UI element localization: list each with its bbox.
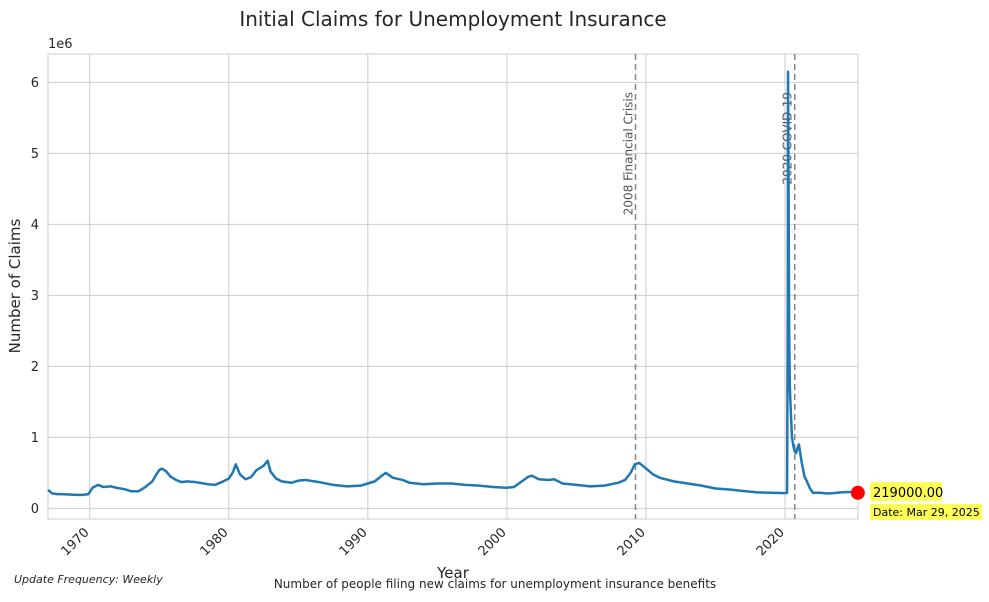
latest-date-label: Date: Mar 29, 2025 xyxy=(873,506,980,519)
y-tick-label-1: 1 xyxy=(31,431,39,446)
event-markers: 2008 Financial Crisis 2020 COVID-19 xyxy=(622,54,796,519)
latest-point xyxy=(850,485,865,500)
y-axis-label: Number of Claims xyxy=(6,218,24,353)
latest-point-group: 219000.00 Date: Mar 29, 2025 xyxy=(850,482,982,520)
y-tick-label-4: 4 xyxy=(31,218,39,233)
latest-value-box xyxy=(870,482,942,501)
x-tick-label-5: 2020 xyxy=(754,525,788,559)
y-tick-label-3: 3 xyxy=(31,289,39,304)
y-tick-label-0: 0 xyxy=(31,502,39,517)
x-tick-label-4: 2010 xyxy=(615,525,649,559)
y-tick-label-5: 5 xyxy=(31,147,39,162)
latest-value-label: 219000.00 xyxy=(873,486,943,501)
y-tick-label-2: 2 xyxy=(31,360,39,375)
x-tick-label-1: 1980 xyxy=(198,525,232,559)
update-frequency-note: Update Frequency: Weekly xyxy=(14,573,163,586)
y-tick-label-6: 6 xyxy=(31,76,39,91)
chart-caption: Number of people filing new claims for u… xyxy=(274,577,716,591)
plot-frame xyxy=(47,53,859,520)
y-scale-label: 1e6 xyxy=(48,37,73,52)
x-tick-label-2: 1990 xyxy=(337,525,371,559)
event-label-0: 2008 Financial Crisis xyxy=(622,92,636,215)
chart-title: Initial Claims for Unemployment Insuranc… xyxy=(239,7,666,31)
grid xyxy=(48,54,858,519)
x-tick-label-3: 2000 xyxy=(476,525,510,559)
latest-date-box xyxy=(870,504,982,520)
x-tick-label-0: 1970 xyxy=(59,525,93,559)
x-axis-label: Year xyxy=(436,564,470,582)
series-line-claims xyxy=(47,70,859,497)
